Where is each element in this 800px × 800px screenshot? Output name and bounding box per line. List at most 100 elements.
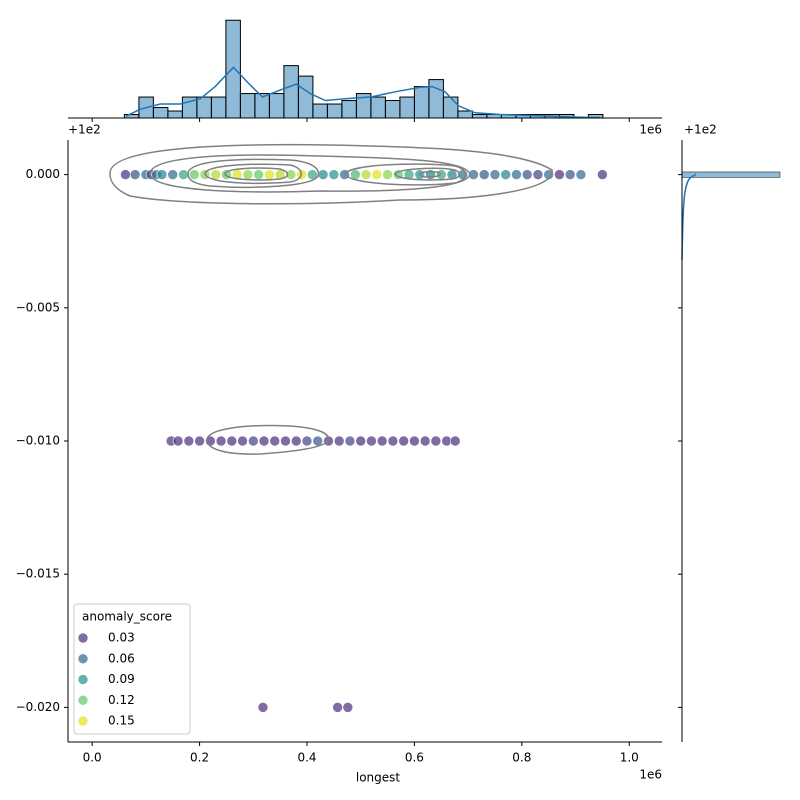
point (156, 169, 168, 180)
point (449, 435, 461, 447)
point (489, 169, 501, 180)
legend-marker (77, 632, 89, 644)
x-tick-label: 0.2 (190, 751, 209, 765)
legend-label: 0.12 (108, 693, 135, 707)
point (178, 169, 189, 180)
point (564, 169, 576, 180)
point (511, 169, 522, 180)
point (264, 169, 275, 180)
point (468, 169, 479, 180)
point (188, 169, 200, 180)
histogram-bar (442, 96, 459, 119)
point (344, 435, 356, 447)
point (120, 169, 131, 180)
legend-title: anomaly_score (82, 610, 172, 624)
y-tick-label: −0.020 (16, 700, 60, 714)
point (332, 702, 343, 713)
point (258, 435, 270, 447)
point (500, 169, 512, 180)
point (532, 169, 544, 180)
point (328, 169, 340, 180)
contour (206, 424, 329, 455)
histogram-bar (152, 107, 169, 119)
point (382, 169, 393, 180)
point (317, 169, 329, 180)
legend-box (73, 603, 191, 735)
point (253, 169, 264, 180)
marginal-x-offset: 1e6 (639, 123, 662, 137)
point (387, 435, 399, 447)
point (247, 435, 259, 447)
point (409, 435, 420, 447)
legend-label: 0.06 (108, 651, 135, 665)
point (554, 169, 565, 180)
legend-marker (77, 715, 89, 727)
y-tick-label: −0.005 (16, 300, 60, 314)
point (597, 169, 608, 180)
axes: 0.0 0.2 0.4 0.6 0.8 1.0 0.000 −0.005 −0.010 −0.01… (16, 117, 683, 765)
point (333, 435, 345, 447)
kde-line (681, 173, 697, 261)
histogram-bar (428, 79, 444, 119)
contour (224, 167, 289, 181)
point (285, 169, 297, 180)
y-tick-label: −0.010 (16, 434, 60, 448)
contour (344, 163, 467, 186)
point (371, 169, 383, 180)
y-offset: +1e2 (68, 123, 101, 137)
histogram-bar (239, 93, 256, 119)
point (172, 435, 184, 447)
legend-label: 0.03 (108, 631, 135, 645)
kde-line (125, 66, 601, 119)
point (242, 169, 254, 180)
point (129, 169, 141, 180)
point (301, 435, 313, 447)
marginal-y-offset: +1e2 (684, 123, 717, 137)
histogram-bar (326, 103, 343, 119)
histogram-bar (196, 96, 212, 119)
point (226, 435, 238, 447)
contour (187, 158, 320, 189)
point (342, 702, 354, 713)
histogram-bar (370, 96, 386, 119)
histogram-bar (399, 96, 415, 119)
y-tick-label: −0.015 (16, 567, 60, 581)
histogram-bar (297, 75, 314, 119)
histogram-bar (283, 65, 299, 119)
histogram-bar (167, 110, 183, 119)
point (419, 435, 431, 447)
point (521, 169, 533, 180)
point (478, 169, 490, 180)
point (355, 435, 367, 447)
legend-marker (77, 653, 89, 665)
contour (204, 163, 302, 185)
contour (419, 170, 441, 178)
contour (109, 143, 553, 205)
point (543, 169, 554, 180)
y-tick-label: 0.000 (26, 167, 60, 181)
legend: anomaly_score 0.03 0.06 0.09 0.12 0.15 (73, 603, 191, 735)
point (194, 435, 205, 447)
point (376, 435, 388, 447)
contour (149, 154, 471, 193)
point (430, 435, 442, 447)
x-offset: 1e6 (639, 768, 662, 782)
point (435, 169, 447, 180)
point (280, 435, 291, 447)
point (210, 169, 221, 180)
histogram-bar (312, 103, 328, 119)
contour (394, 167, 460, 181)
point (360, 169, 372, 180)
point (215, 435, 227, 447)
legend-label: 0.15 (108, 714, 135, 728)
point (167, 169, 179, 180)
histogram-bar (384, 100, 401, 119)
x-tick-label: 0.4 (297, 751, 316, 765)
histogram-bar (681, 171, 781, 178)
density-contours (109, 143, 553, 455)
legend-items: 0.03 0.06 0.09 0.12 0.15 (77, 631, 135, 728)
histogram-bar (210, 96, 227, 119)
histogram-bar (268, 93, 285, 119)
